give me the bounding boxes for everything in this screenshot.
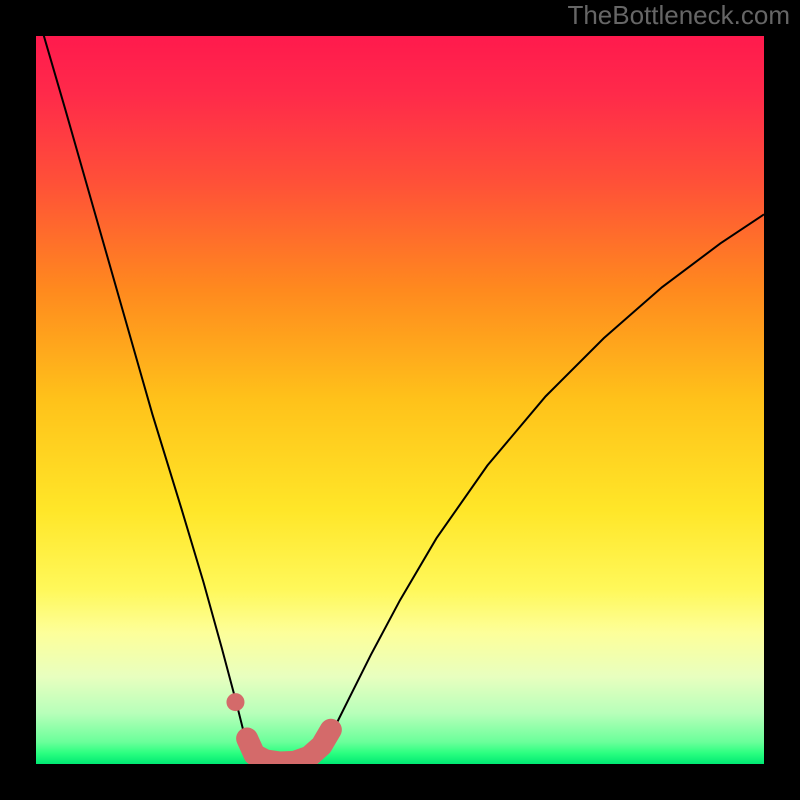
bottleneck-chart: [0, 0, 800, 800]
plot-background: [36, 36, 764, 764]
chart-stage: TheBottleneck.com: [0, 0, 800, 800]
current-config-marker: [226, 693, 244, 711]
